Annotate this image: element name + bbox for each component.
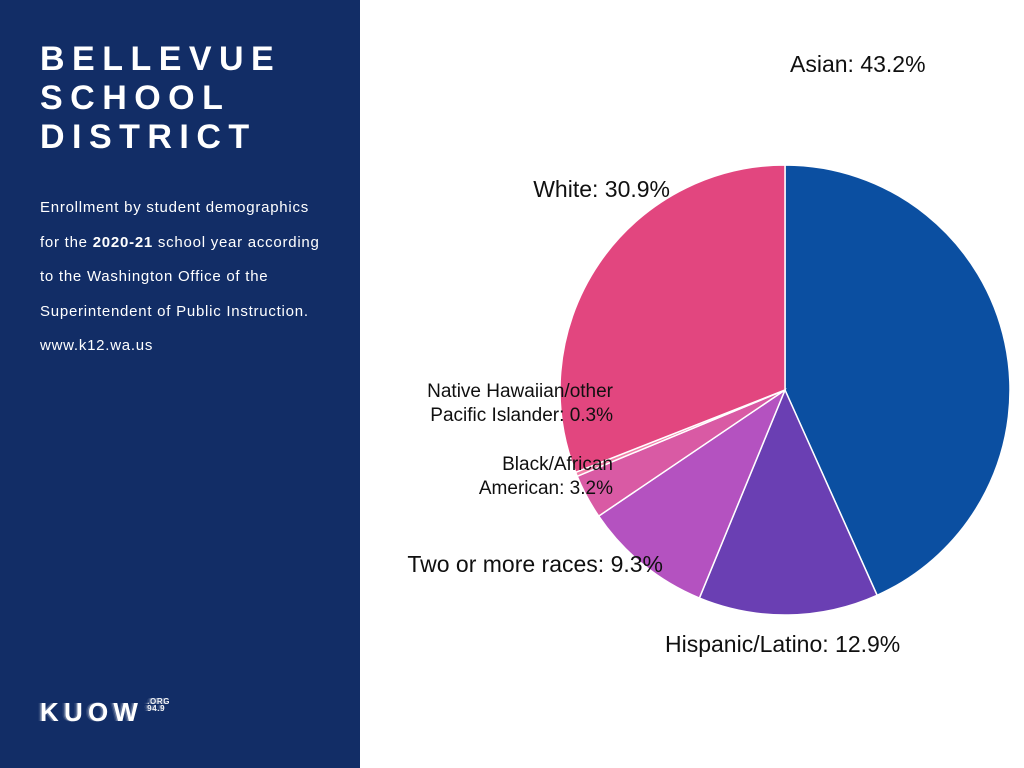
sidebar: BELLEVUE SCHOOL DISTRICT Enrollment by s… xyxy=(0,0,360,768)
logo-text: KUOW xyxy=(40,697,143,727)
title-line: SCHOOL xyxy=(40,79,230,117)
chart-label: White: 30.9% xyxy=(430,175,670,204)
chart-label: Asian: 43.2% xyxy=(790,50,926,79)
chart-label: Hispanic/Latino: 12.9% xyxy=(665,630,900,659)
sidebar-title: BELLEVUE SCHOOL DISTRICT xyxy=(40,40,330,157)
chart-area: Asian: 43.2% Hispanic/Latino: 12.9% Two or… xyxy=(360,0,1024,768)
sidebar-description: Enrollment by student demographics for t… xyxy=(40,191,330,364)
desc-year: 2020-21 xyxy=(93,234,153,251)
desc-suffix: school year according to the Washington … xyxy=(40,234,320,355)
title-line: DISTRICT xyxy=(40,118,257,156)
logo-subtext: .ORG94.9 xyxy=(147,698,170,712)
kuow-logo: KUOW .ORG94.9 xyxy=(40,697,170,728)
chart-label: Black/AfricanAmerican: 3.2% xyxy=(363,453,613,501)
chart-label: Native Hawaiian/otherPacific Islander: 0… xyxy=(363,380,613,428)
chart-label: Two or more races: 9.3% xyxy=(363,550,663,579)
title-line: BELLEVUE xyxy=(40,40,281,78)
